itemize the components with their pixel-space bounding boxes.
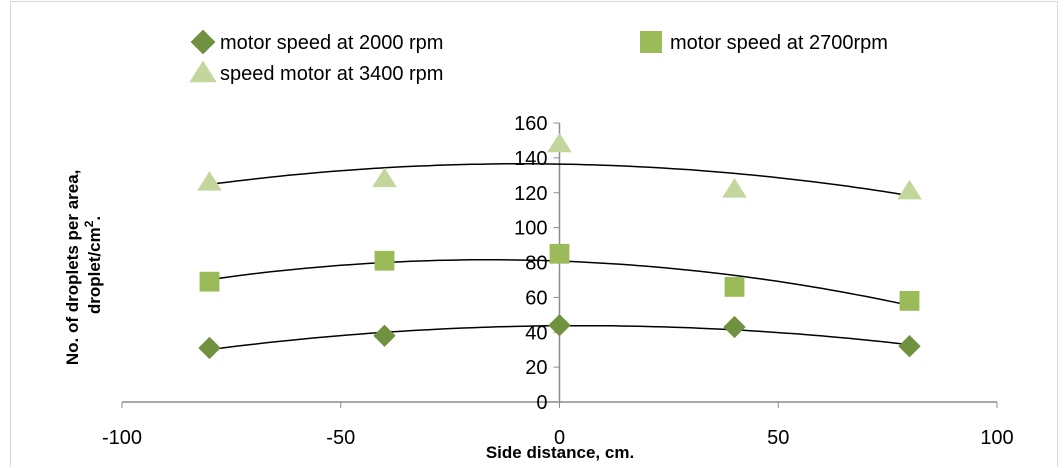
point-series-1 xyxy=(898,335,921,358)
point-series-3 xyxy=(372,167,397,188)
legend-marker-series-1 xyxy=(190,29,216,55)
x-tick-label: -50 xyxy=(326,427,355,449)
chart-frame xyxy=(10,1,1058,467)
axes xyxy=(121,122,998,408)
y-tick-label: 20 xyxy=(525,357,547,379)
x-tick-label: 0 xyxy=(554,427,565,449)
point-series-3 xyxy=(897,179,922,200)
point-series-1 xyxy=(373,324,396,347)
legend-marker-series-3 xyxy=(189,60,217,83)
point-series-2 xyxy=(374,250,395,271)
point-series-2 xyxy=(549,243,570,264)
point-series-2 xyxy=(199,271,220,292)
y-tick-label: 100 xyxy=(514,218,547,240)
x-tick-label: -100 xyxy=(102,427,142,449)
point-series-3 xyxy=(722,178,747,198)
x-tick-label: 100 xyxy=(980,427,1013,449)
legend-label-series-1: motor speed at 2000 rpm xyxy=(220,32,443,54)
y-axis-title-line1: No. of droplets per area, xyxy=(63,170,82,366)
point-series-1 xyxy=(548,314,571,337)
y-tick-label: 140 xyxy=(514,148,547,170)
point-series-1 xyxy=(723,315,746,339)
legend-label-series-3: speed motor at 3400 rpm xyxy=(220,63,443,85)
x-axis-title: Side distance, cm. xyxy=(486,443,634,462)
y-axis-title-line2: droplet/cm2. xyxy=(82,216,104,314)
point-series-3 xyxy=(197,171,222,191)
trendline-series-3 xyxy=(209,163,910,197)
y-tick-label: 60 xyxy=(525,287,547,309)
legend-label-series-2: motor speed at 2700rpm xyxy=(670,32,888,54)
y-axis-title-period: . xyxy=(85,216,104,221)
legend-marker-series-2 xyxy=(640,31,662,53)
point-series-3 xyxy=(547,132,572,153)
legend: motor speed at 2000 rpm motor speed at 27… xyxy=(189,29,888,85)
y-axis-title-unit: droplet/cm xyxy=(85,227,104,314)
point-series-2 xyxy=(724,277,745,297)
y-tick-label: 40 xyxy=(525,322,547,344)
point-series-1 xyxy=(198,336,221,360)
y-tick-label: 160 xyxy=(514,113,547,135)
y-axis-title: No. of droplets per area, droplet/cm2. xyxy=(63,165,104,365)
y-tick-label: 0 xyxy=(536,392,547,414)
y-tick-label: 120 xyxy=(514,183,547,205)
y-tick-label: 80 xyxy=(525,253,547,275)
data-points xyxy=(197,132,922,360)
tick-labels: -100 -50 0 50 100 0 20 40 60 80 100 120 140 160 xyxy=(102,113,1014,449)
y-axis-title-superscript: 2 xyxy=(82,220,96,227)
point-series-2 xyxy=(899,290,920,311)
x-tick-label: 50 xyxy=(767,427,789,449)
